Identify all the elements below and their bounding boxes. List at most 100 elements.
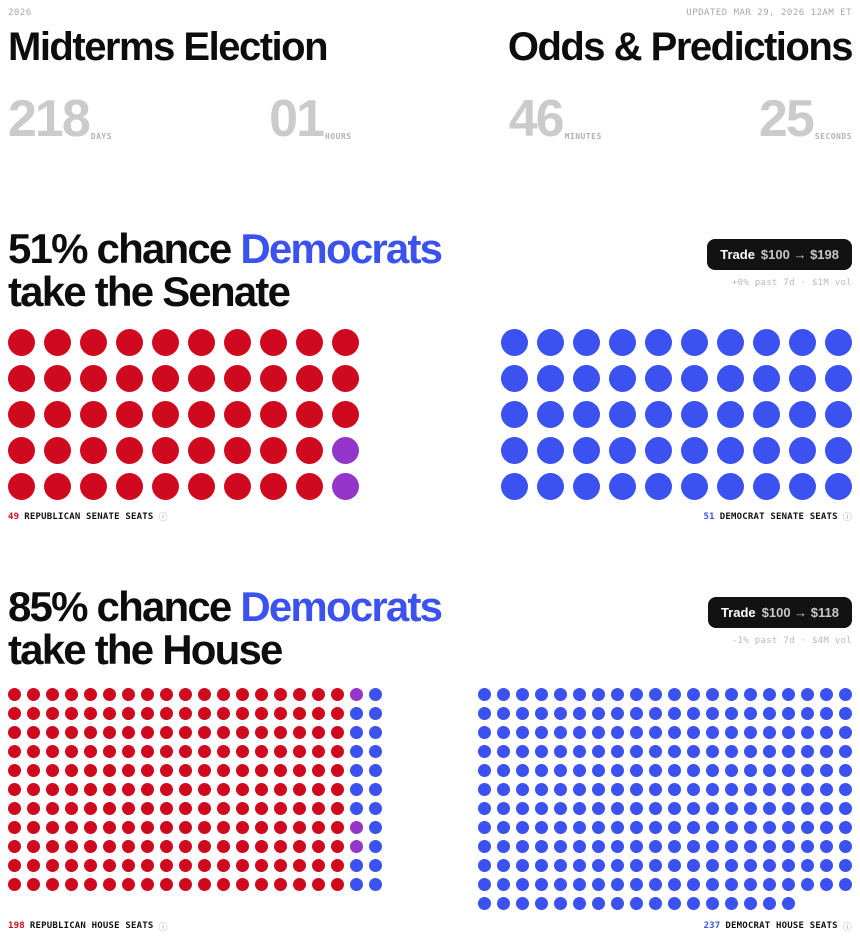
seat-dot xyxy=(668,706,681,720)
seat-dot xyxy=(801,782,814,796)
seat-dot xyxy=(820,858,833,872)
seat-dot xyxy=(825,329,852,357)
senate-democrat-label: 51 DEMOCRAT SENATE SEATS ⓘ xyxy=(704,510,852,524)
seat-dot xyxy=(725,687,738,701)
countdown-seconds: 25 SECONDS xyxy=(759,93,852,145)
seat-dot xyxy=(706,782,719,796)
seat-dot xyxy=(152,473,179,501)
seat-dot xyxy=(744,896,757,910)
house-headline-accent: Democrats xyxy=(240,583,443,631)
seat-dot xyxy=(116,365,143,393)
seat-dot xyxy=(103,687,116,701)
seat-dot xyxy=(573,329,600,357)
senate-trade-button[interactable]: Trade $100 → $198 xyxy=(707,238,852,270)
seat-dot xyxy=(609,365,636,393)
seat-dot xyxy=(801,858,814,872)
info-icon[interactable]: ⓘ xyxy=(842,513,852,524)
seat-dot xyxy=(8,687,21,701)
seat-dot xyxy=(630,687,643,701)
countdown-days: 218 DAYS xyxy=(8,93,112,145)
house-republican-label: 198 REPUBLICAN HOUSE SEATS ⓘ xyxy=(8,920,168,933)
seat-dot xyxy=(332,365,359,393)
seat-dot xyxy=(649,763,662,777)
seat-dot xyxy=(160,763,173,777)
seat-dot xyxy=(312,858,325,872)
seat-dot xyxy=(668,801,681,815)
seat-dot xyxy=(369,763,382,777)
seat-dot xyxy=(296,473,323,501)
seat-dot xyxy=(8,801,21,815)
seat-dot xyxy=(274,763,287,777)
house-headline: 85% chance Democrats take the House xyxy=(8,583,443,672)
seat-dot xyxy=(350,725,363,739)
senate-trade-stats: +0% past 7d · $1M vol xyxy=(731,277,852,288)
seat-dot xyxy=(8,858,21,872)
seat-dot xyxy=(611,820,624,834)
seat-dot xyxy=(478,839,491,853)
seat-dot xyxy=(592,877,605,891)
countdown-hours: 01 HOURS xyxy=(269,93,351,145)
seat-dot xyxy=(630,763,643,777)
seat-dot xyxy=(312,725,325,739)
seat-dot xyxy=(706,839,719,853)
seat-dot xyxy=(84,820,97,834)
seat-dot xyxy=(839,763,852,777)
seat-dot xyxy=(160,877,173,891)
seat-dot xyxy=(611,782,624,796)
seat-dot xyxy=(296,437,323,465)
seat-dot xyxy=(217,877,230,891)
seat-dot xyxy=(293,858,306,872)
seat-dot xyxy=(497,782,510,796)
seat-dot xyxy=(255,744,268,758)
seat-dot xyxy=(369,687,382,701)
seat-dot xyxy=(478,820,491,834)
seat-dot xyxy=(103,725,116,739)
seat-dot xyxy=(592,687,605,701)
senate-seat-labels: 49 REPUBLICAN SENATE SEATS ⓘ 51 DEMOCRAT… xyxy=(8,510,852,524)
seat-dot xyxy=(236,687,249,701)
seat-dot xyxy=(84,801,97,815)
seat-dot xyxy=(535,744,548,758)
seat-dot xyxy=(274,839,287,853)
seat-dot xyxy=(645,365,672,393)
seat-dot xyxy=(668,839,681,853)
seat-dot xyxy=(179,687,192,701)
info-icon[interactable]: ⓘ xyxy=(158,922,168,933)
seat-dot xyxy=(255,801,268,815)
seat-dot xyxy=(535,725,548,739)
seat-dot xyxy=(649,782,662,796)
seat-dot xyxy=(497,725,510,739)
seat-dot xyxy=(217,744,230,758)
seat-dot xyxy=(179,725,192,739)
house-trade-button[interactable]: Trade $100 → $118 xyxy=(707,597,852,629)
seat-dot xyxy=(198,801,211,815)
seat-dot xyxy=(224,437,251,465)
senate-headline: 51% chance Democrats take the Senate xyxy=(8,224,443,313)
seat-dot xyxy=(725,763,738,777)
seat-dot xyxy=(554,839,567,853)
seat-dot xyxy=(763,763,776,777)
seat-dot xyxy=(103,858,116,872)
seat-dot xyxy=(103,839,116,853)
seat-dot xyxy=(763,744,776,758)
info-icon[interactable]: ⓘ xyxy=(158,513,168,524)
seat-dot xyxy=(260,437,287,465)
seat-dot xyxy=(65,877,78,891)
senate-headline-accent: Democrats xyxy=(240,224,443,272)
seat-dot xyxy=(801,763,814,777)
seat-dot xyxy=(103,706,116,720)
seat-dot xyxy=(825,473,852,501)
seat-dot xyxy=(217,820,230,834)
seat-dot xyxy=(478,877,491,891)
seat-dot xyxy=(649,877,662,891)
seat-dot xyxy=(350,744,363,758)
seat-dot xyxy=(645,401,672,429)
seat-dot xyxy=(255,839,268,853)
seat-dot xyxy=(8,782,21,796)
seat-dot xyxy=(592,820,605,834)
seat-dot xyxy=(535,858,548,872)
seat-dot xyxy=(681,401,708,429)
seat-dot xyxy=(645,437,672,465)
seat-dot xyxy=(592,801,605,815)
info-icon[interactable]: ⓘ xyxy=(842,922,852,933)
